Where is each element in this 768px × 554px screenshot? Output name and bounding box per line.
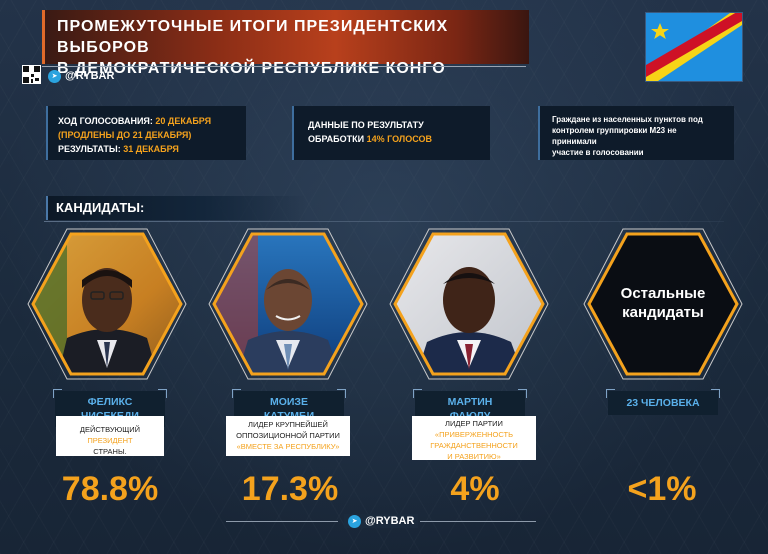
m23-note-box: Граждане из населенных пунктов под контр… xyxy=(538,106,734,160)
footer-line-left xyxy=(226,521,338,522)
results-date: 31 ДЕКАБРЯ xyxy=(123,144,179,154)
percent-katumbi: 17.3% xyxy=(241,470,339,508)
telegram-icon: ➤ xyxy=(348,514,361,528)
voting-dates-box: ХОД ГОЛОСОВАНИЯ: 20 ДЕКАБРЯ (ПРОДЛЕНЫ ДО… xyxy=(46,106,246,160)
data-line-2-value: 14% ГОЛОСОВ xyxy=(366,134,432,144)
title-banner: ПРОМЕЖУТОЧНЫЕ ИТОГИ ПРЕЗИДЕНТСКИХ ВЫБОРО… xyxy=(42,10,529,77)
channel-handle-footer[interactable]: ➤ @RYBAR xyxy=(344,514,419,528)
voting-label: ХОД ГОЛОСОВАНИЯ: xyxy=(58,116,153,126)
qr-code-icon xyxy=(22,65,41,84)
drc-flag-image xyxy=(645,12,743,82)
data-line-1: ДАННЫЕ ПО РЕЗУЛЬТАТУ xyxy=(308,120,424,130)
title-underline xyxy=(42,66,526,67)
candidate-photo-fayulu xyxy=(389,228,549,380)
others-label-line-1: Остальные xyxy=(620,285,706,302)
section-divider xyxy=(44,221,724,222)
candidates-heading: КАНДИДАТЫ: xyxy=(46,196,306,220)
footer-line-right xyxy=(420,521,536,522)
other-candidates-hexagon: Остальные кандидаты xyxy=(583,228,743,380)
note-line-1: Граждане из населенных пунктов под xyxy=(552,115,703,124)
processing-data-box: ДАННЫЕ ПО РЕЗУЛЬТАТУ ОБРАБОТКИ 14% ГОЛОС… xyxy=(292,106,490,160)
percent-fayulu: 4% xyxy=(450,470,500,508)
title-line-1: ПРОМЕЖУТОЧНЫЕ ИТОГИ ПРЕЗИДЕНТСКИХ ВЫБОРО… xyxy=(57,18,449,56)
channel-handle-top[interactable]: ➤ @RYBAR xyxy=(48,68,114,84)
voting-date: 20 ДЕКАБРЯ xyxy=(155,116,212,126)
title-line-2: В ДЕМОКРАТИЧЕСКОЙ РЕСПУБЛИКЕ КОНГО xyxy=(57,60,446,77)
percent-others: <1% xyxy=(627,470,697,508)
other-candidates-count: 23 ЧЕЛОВЕКА xyxy=(606,389,720,415)
note-line-3: участие в голосовании xyxy=(552,148,644,157)
candidate-photo-tshisekedi xyxy=(27,228,187,380)
candidate-desc-fayulu: ЛИДЕР ПАРТИИ «ПРИВЕРЖЕННОСТЬ ГРАЖДАНСТВЕ… xyxy=(412,416,536,461)
percent-tshisekedi: 78.8% xyxy=(61,470,159,508)
results-label: РЕЗУЛЬТАТЫ: xyxy=(58,144,121,154)
note-line-2: контролем группировки М23 не принимали xyxy=(552,126,677,146)
data-line-2-prefix: ОБРАБОТКИ xyxy=(308,134,365,144)
candidate-desc-tshisekedi: ДЕЙСТВУЮЩИЙ ПРЕЗИДЕНТ СТРАНЫ. xyxy=(56,416,164,456)
others-label-line-2: кандидаты xyxy=(622,304,704,321)
voting-extension: (ПРОДЛЕНЫ ДО 21 ДЕКАБРЯ) xyxy=(58,130,192,140)
telegram-icon: ➤ xyxy=(48,69,61,83)
candidate-photo-katumbi xyxy=(208,228,368,380)
candidate-desc-katumbi: ЛИДЕР КРУПНЕЙШЕЙ ОППОЗИЦИОННОЙ ПАРТИИ «В… xyxy=(226,416,350,456)
page-title: ПРОМЕЖУТОЧНЫЕ ИТОГИ ПРЕЗИДЕНТСКИХ ВЫБОРО… xyxy=(57,16,527,79)
